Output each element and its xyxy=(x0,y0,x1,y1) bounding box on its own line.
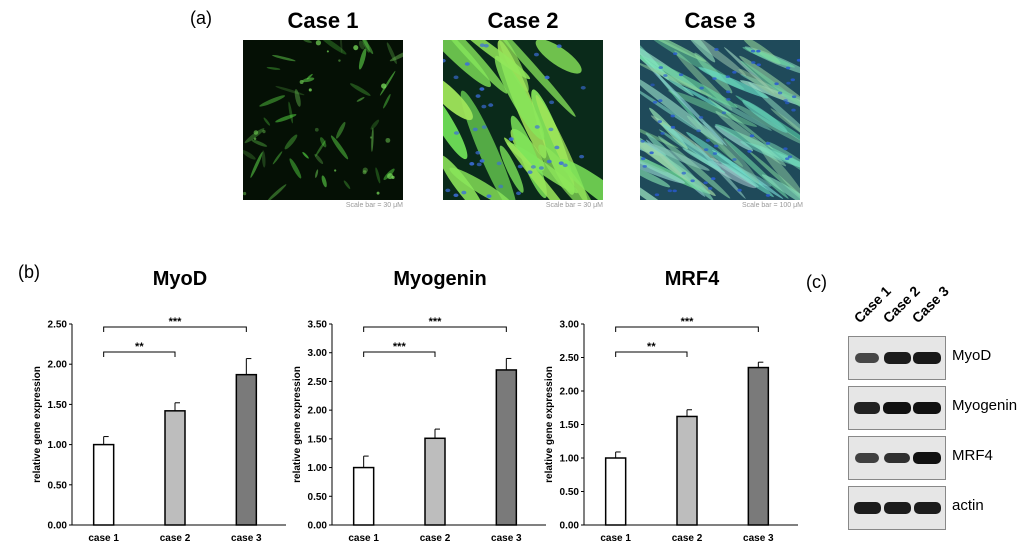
blot-myod xyxy=(848,336,946,380)
blot-band xyxy=(853,502,881,514)
case-3-title: Case 3 xyxy=(684,8,756,33)
bar-case-2 xyxy=(424,437,446,526)
y-tick-label: 0.00 xyxy=(48,521,68,532)
bar-chart-myogenin: relative gene expression 0.00 0.50 1.00 1.50… xyxy=(288,312,550,553)
y-tick-label: 2.00 xyxy=(308,406,328,417)
x-tick-label: case 2 xyxy=(420,533,451,544)
blot-band xyxy=(855,453,879,463)
x-tick-label: case 1 xyxy=(348,533,379,544)
scale-bar-case-2: Scale bar = 30 μM xyxy=(545,202,603,209)
x-tick-label: case 2 xyxy=(672,533,703,544)
bar-case-1 xyxy=(92,443,115,526)
y-tick-label: 1.50 xyxy=(48,400,68,411)
y-tick-label: 2.00 xyxy=(560,387,580,398)
chart-title-mrf4: MRF4 xyxy=(664,268,720,290)
panel-a-letter: (a) xyxy=(190,8,212,28)
y-tick-label: 0.50 xyxy=(48,480,68,491)
blot-band xyxy=(883,402,911,414)
significance-label: *** xyxy=(429,316,443,328)
micrograph-case-3 xyxy=(640,40,800,200)
y-axis-label: relative gene expression xyxy=(292,366,303,483)
x-tick-label: case 1 xyxy=(88,533,119,544)
y-tick-label: 3.00 xyxy=(560,320,580,331)
significance-label: ** xyxy=(135,341,144,353)
panel-b-letter: (b) xyxy=(18,262,40,282)
x-tick-label: case 1 xyxy=(600,533,631,544)
x-tick-label: case 3 xyxy=(743,533,774,544)
significance-label: *** xyxy=(681,316,695,328)
blot-mrf4 xyxy=(848,436,946,480)
bar-case-3 xyxy=(495,369,518,526)
x-tick-label: case 3 xyxy=(231,533,262,544)
blot-band xyxy=(883,502,911,514)
bar-case-1 xyxy=(604,457,627,526)
y-tick-label: 2.00 xyxy=(48,360,68,371)
y-tick-label: 0.50 xyxy=(308,492,328,503)
significance-bracket xyxy=(615,351,688,357)
bar-case-3 xyxy=(235,373,258,526)
blot-label-myogenin: Myogenin xyxy=(952,397,1018,414)
chart-title-myogenin: Myogenin xyxy=(393,268,487,290)
bar-case-2 xyxy=(164,410,186,526)
significance-label: *** xyxy=(169,316,183,328)
significance-bracket xyxy=(615,326,759,332)
scale-bar-case-1: Scale bar = 30 μM xyxy=(345,202,403,209)
significance-bracket xyxy=(103,351,176,357)
y-tick-label: 0.00 xyxy=(308,521,328,532)
blot-label-actin: actin xyxy=(952,497,984,514)
significance-bracket xyxy=(363,351,436,357)
bar-case-1 xyxy=(352,466,375,526)
blot-band xyxy=(853,402,881,414)
blot-band xyxy=(913,352,941,364)
blot-actin xyxy=(848,486,946,530)
y-tick-label: 1.50 xyxy=(560,420,580,431)
y-tick-label: 0.50 xyxy=(560,487,580,498)
chart-title-myod: MyoD xyxy=(152,268,208,290)
y-axis-label: relative gene expression xyxy=(544,366,555,483)
blot-label-mrf4: MRF4 xyxy=(952,447,993,464)
significance-bracket xyxy=(363,326,507,332)
blot-band xyxy=(913,502,941,514)
blot-band xyxy=(884,452,910,464)
y-tick-label: 1.00 xyxy=(48,440,68,451)
y-tick-label: 1.00 xyxy=(560,454,580,465)
x-tick-label: case 3 xyxy=(491,533,522,544)
panel-c-letter: (c) xyxy=(806,272,827,292)
bar-case-2 xyxy=(676,415,698,526)
blot-band xyxy=(913,402,941,414)
blot-band xyxy=(913,452,941,464)
y-tick-label: 1.50 xyxy=(308,434,328,445)
blot-myogenin xyxy=(848,386,946,430)
bar-chart-mrf4: relative gene expression 0.00 0.50 1.00 1.50… xyxy=(540,312,802,553)
micrograph-case-1 xyxy=(243,40,403,200)
blot-label-myod: MyoD xyxy=(952,347,992,364)
y-tick-label: 2.50 xyxy=(308,377,328,388)
significance-label: ** xyxy=(647,341,656,353)
bar-case-3 xyxy=(747,366,770,526)
y-tick-label: 2.50 xyxy=(560,353,580,364)
bar-chart-myod: relative gene expression 0.00 0.50 1.00 1.50… xyxy=(28,312,290,553)
blot-band xyxy=(883,352,911,364)
significance-bracket xyxy=(103,326,247,332)
y-tick-label: 3.00 xyxy=(308,348,328,359)
case-1-title: Case 1 xyxy=(287,8,359,33)
case-2-title: Case 2 xyxy=(487,8,559,33)
y-tick-label: 1.00 xyxy=(308,463,328,474)
y-tick-label: 0.00 xyxy=(560,521,580,532)
y-axis-label: relative gene expression xyxy=(32,366,43,483)
y-tick-label: 3.50 xyxy=(308,320,328,331)
y-tick-label: 2.50 xyxy=(48,320,68,331)
x-tick-label: case 2 xyxy=(160,533,191,544)
scale-bar-case-3: Scale bar = 100 μM xyxy=(741,202,803,209)
blot-band xyxy=(855,353,879,363)
micrograph-case-2 xyxy=(443,40,603,200)
significance-label: *** xyxy=(393,341,407,353)
